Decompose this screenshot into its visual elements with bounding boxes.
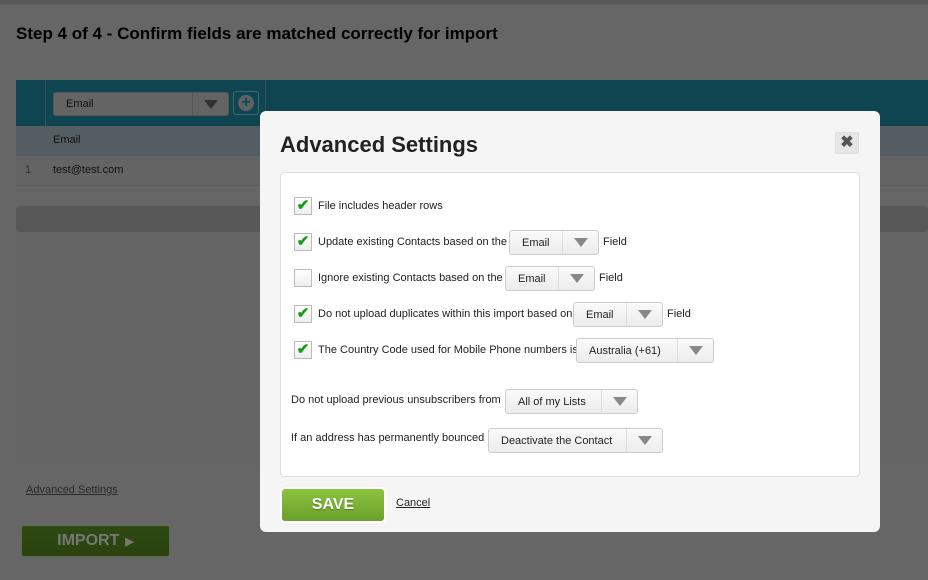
select-value: Australia (+61) xyxy=(589,344,661,357)
plus-circle-icon: + xyxy=(238,95,254,111)
unsubscribers-label: Do not upload previous unsubscribers fro… xyxy=(291,394,501,406)
ignore-existing-checkbox[interactable] xyxy=(294,269,312,287)
option-label: The Country Code used for Mobile Phone n… xyxy=(318,344,578,356)
close-button[interactable]: ✖ xyxy=(835,132,859,154)
column-header: Email xyxy=(53,134,81,146)
ignore-field-select[interactable]: Email xyxy=(505,266,595,291)
chevron-down-icon xyxy=(677,339,713,362)
import-label: IMPORT xyxy=(57,532,120,549)
option-label: Do not upload duplicates within this imp… xyxy=(318,308,573,320)
top-bar xyxy=(0,0,928,5)
no-duplicates-checkbox[interactable]: ✔ xyxy=(294,305,312,323)
modal-title: Advanced Settings xyxy=(280,132,479,157)
chevron-down-icon xyxy=(626,303,662,326)
select-value: All of my Lists xyxy=(518,395,586,408)
option-label: Ignore existing Contacts based on the xyxy=(318,272,503,284)
select-value: Email xyxy=(522,236,550,249)
settings-panel: ✔ File includes header rows ✔ Update exi… xyxy=(280,172,860,477)
page-title: Step 4 of 4 - Confirm fields are matched… xyxy=(16,24,498,43)
row-number: 1 xyxy=(25,164,32,176)
field-suffix: Field xyxy=(667,308,691,320)
select-value: Email xyxy=(66,98,94,110)
advanced-settings-link[interactable]: Advanced Settings xyxy=(26,484,118,496)
country-code-checkbox[interactable]: ✔ xyxy=(294,341,312,359)
duplicates-field-select[interactable]: Email xyxy=(573,302,663,327)
option-label: File includes header rows xyxy=(318,200,443,212)
play-arrow-icon: ▶ xyxy=(125,535,134,548)
bounced-label: If an address has permanently bounced xyxy=(291,432,485,444)
select-value: Email xyxy=(586,308,614,321)
field-suffix: Field xyxy=(599,272,623,284)
bounced-action-select[interactable]: Deactivate the Contact xyxy=(488,428,663,453)
chevron-down-icon xyxy=(562,231,598,254)
advanced-settings-modal: Advanced Settings ✖ ✔ File includes head… xyxy=(260,111,880,532)
option-label: Update existing Contacts based on the xyxy=(318,236,507,248)
cancel-link[interactable]: Cancel xyxy=(396,497,431,509)
import-button[interactable]: IMPORT ▶ xyxy=(21,525,170,557)
chevron-down-icon xyxy=(192,93,228,115)
chevron-down-icon xyxy=(626,429,662,452)
chevron-down-icon xyxy=(601,390,637,413)
chevron-down-icon xyxy=(558,267,594,290)
header-rows-checkbox[interactable]: ✔ xyxy=(294,197,312,215)
divider xyxy=(45,80,46,155)
row-email: test@test.com xyxy=(53,164,124,176)
select-value: Deactivate the Contact xyxy=(501,434,613,447)
save-button[interactable]: SAVE xyxy=(282,489,384,521)
close-x-icon: ✖ xyxy=(840,134,854,151)
update-field-select[interactable]: Email xyxy=(509,230,599,255)
select-value: Email xyxy=(518,272,546,285)
update-existing-checkbox[interactable]: ✔ xyxy=(294,233,312,251)
column-field-select[interactable]: Email xyxy=(53,92,229,116)
unsubscribers-select[interactable]: All of my Lists xyxy=(505,389,638,414)
country-code-select[interactable]: Australia (+61) xyxy=(576,338,714,363)
field-suffix: Field xyxy=(603,236,627,248)
add-column-button[interactable]: + xyxy=(233,91,259,115)
